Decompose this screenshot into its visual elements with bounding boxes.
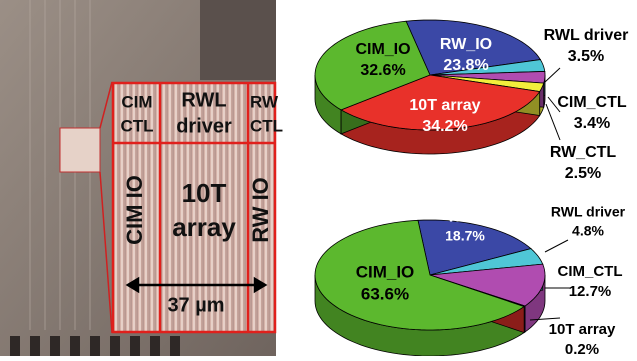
scale-label: 37 µm [167,294,224,316]
slice-value: 4.8% [572,223,604,239]
slice-value: 0.2% [565,341,599,356]
block-label: CIM [121,92,152,111]
slice-label: CIM_IO [355,41,410,58]
page: CIM CTL RWL driver RW CTL 10T array CIM … [0,0,637,361]
block-label: 10T [182,178,227,208]
block-label: RWL [181,89,226,111]
slice-label: 10T array [549,321,616,338]
macro-location [60,128,100,172]
block-label: driver [176,115,232,137]
slice-value: 2.5% [565,165,601,182]
slice-label: CIM_CTL [558,263,623,280]
figure: CIM CTL RWL driver RW CTL 10T array CIM … [0,0,637,356]
slice-label: CIM_CTL [557,94,627,111]
slice-label: VREF [446,209,484,225]
slice-value: 3.4% [574,115,610,132]
slice-label: RW_IO [440,36,492,53]
leader-line [545,240,568,252]
slice-value: 12.7% [569,283,612,300]
block-label: RW IO [248,177,273,243]
die-pads [10,336,180,356]
pie-charts: RW_IO 23.8% RWL driver 3.5% CIM_CTL 3.4% RW_CT… [315,20,628,356]
slice-label: RW_CTL [550,144,617,161]
die-corner [200,0,276,80]
leader-line [545,68,560,82]
block-label: array [172,212,236,242]
pie-chart: VREF 18.7% RWL driver 4.8% CIM_CTL 12.7% 10T a… [315,204,626,356]
slice-value: 23.8% [443,57,488,74]
slice-label: 10T array [409,97,480,114]
block-label: CTL [120,116,153,135]
slice-label: CIM_IO [356,262,415,281]
block-label: CIM IO [122,175,147,245]
slice-value: 63.6% [361,284,409,303]
slice-value: 34.2% [422,118,467,135]
block-label: CTL [250,116,283,135]
die-photo: CIM CTL RWL driver RW CTL 10T array CIM … [0,0,283,356]
pie-chart: RW_IO 23.8% RWL driver 3.5% CIM_CTL 3.4% RW_CT… [315,20,628,182]
slice-value: 3.5% [568,48,604,65]
slice-value: 32.6% [360,62,405,79]
slice-label: RWL driver [551,204,626,220]
slice-label: RWL driver [544,27,629,44]
block-label: RW [250,92,279,111]
slice-value: 18.7% [445,228,485,244]
